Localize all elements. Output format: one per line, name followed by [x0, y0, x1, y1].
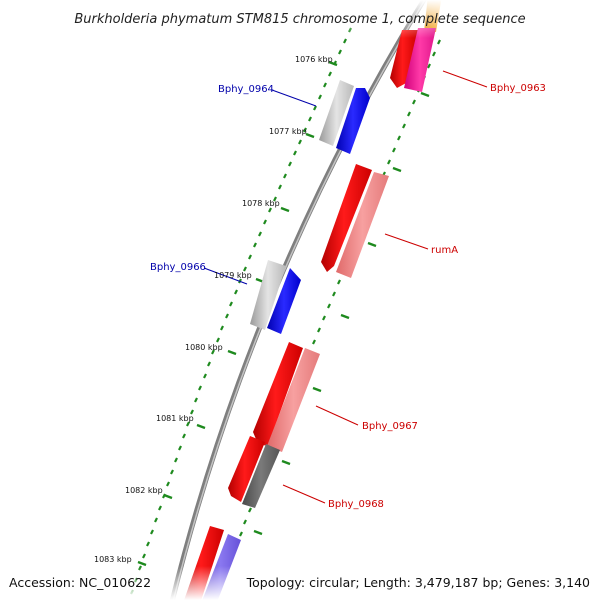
gene-bphy-0967[interactable] — [267, 348, 320, 452]
gene-bphy-0968[interactable] — [242, 444, 280, 508]
gene-label-bphy-0967[interactable]: Bphy_0967 — [362, 421, 418, 432]
leader-bphy-0964 — [271, 89, 317, 107]
kbp-label: 1076 kbp — [295, 55, 333, 64]
gene-label-bphy-0966[interactable]: Bphy_0966 — [150, 262, 206, 273]
bottom-fade — [0, 566, 600, 600]
gene-bphy-0968-red[interactable] — [228, 436, 265, 502]
gene-bphy-0966[interactable] — [267, 268, 301, 334]
kbp-label: 1077 kbp — [269, 127, 307, 136]
kbp-label: 1079 kbp — [214, 271, 252, 280]
kbp-label: 1082 kbp — [125, 486, 163, 495]
leader-bphy-0968 — [282, 484, 326, 504]
gene-label-ruma[interactable]: rumA — [431, 245, 458, 256]
outer-major-ticks — [253, 91, 430, 536]
gene-ruma-red[interactable] — [321, 164, 372, 272]
top-fade — [0, 0, 600, 38]
gene-ruma[interactable] — [336, 172, 389, 278]
accession-text: Accession: NC_010622 — [9, 575, 151, 590]
gene-bphy-0963-top[interactable] — [390, 30, 418, 88]
gene-label-bphy-0963[interactable]: Bphy_0963 — [490, 83, 546, 94]
kbp-label: 1078 kbp — [242, 199, 280, 208]
gene-bphy-0966-grey[interactable] — [250, 260, 286, 330]
gene-bphy-0967-red[interactable] — [253, 342, 303, 446]
genome-stats-text: Topology: circular; Length: 3,479,187 bp… — [246, 575, 590, 590]
leader-bphy-0967 — [315, 405, 359, 426]
kbp-label: 1081 kbp — [156, 414, 194, 423]
leader-bphy-0966 — [203, 267, 248, 285]
leader-ruma — [384, 233, 429, 250]
kbp-label: 1083 kbp — [94, 555, 132, 564]
chromosome-backbone-highlight — [172, 0, 426, 600]
gene-bphy-0964[interactable] — [336, 88, 370, 154]
kbp-label: 1080 kbp — [185, 343, 223, 352]
leader-bphy-0963 — [442, 70, 488, 88]
gene-bphy-0964-grey[interactable] — [319, 80, 354, 146]
chromosome-backbone — [169, 0, 427, 600]
inner-tick-track — [130, 27, 352, 595]
gene-bphy-0963[interactable] — [404, 28, 436, 92]
gene-label-bphy-0964[interactable]: Bphy_0964 — [218, 84, 274, 95]
map-title: Burkholderia phymatum STM815 chromosome … — [74, 12, 525, 27]
gene-label-bphy-0968[interactable]: Bphy_0968 — [328, 499, 384, 510]
